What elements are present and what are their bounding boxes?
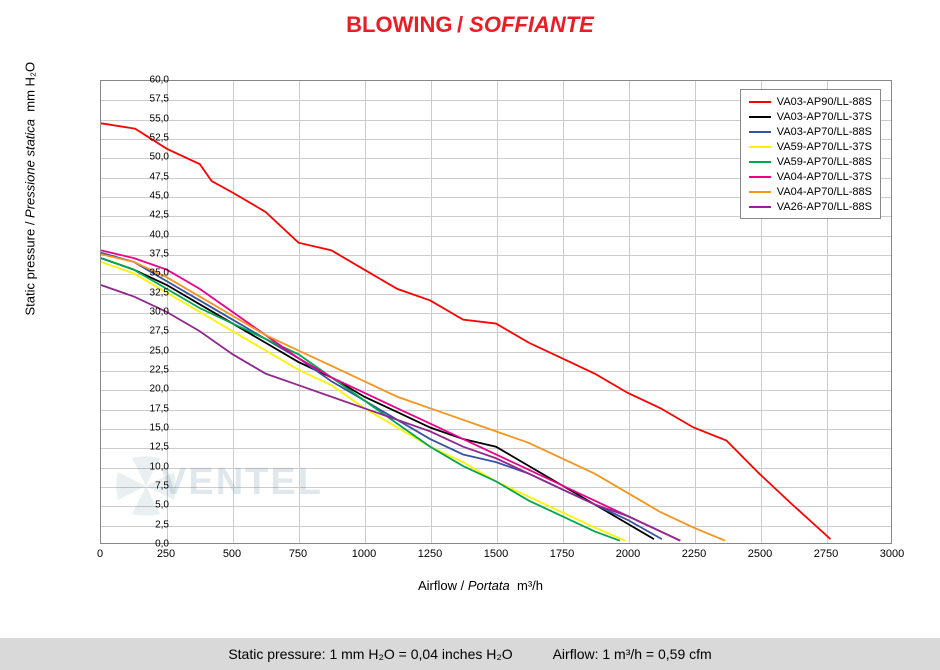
y-tick-label: 42,5 — [129, 210, 169, 221]
legend-item: VA03-AP90/LL-88S — [749, 94, 872, 109]
x-tick-label: 3000 — [872, 548, 912, 560]
y-tick-label: 45,0 — [129, 191, 169, 202]
legend-item: VA26-AP70/LL-88S — [749, 199, 872, 214]
y-tick-label: 60,0 — [129, 75, 169, 86]
y-tick-label: 20,0 — [129, 384, 169, 395]
title-main: BLOWING — [346, 12, 452, 37]
legend-item: VA03-AP70/LL-37S — [749, 109, 872, 124]
y-tick-label: 5,0 — [129, 500, 169, 511]
y-tick-label: 40,0 — [129, 229, 169, 240]
x-tick-label: 750 — [278, 548, 318, 560]
y-tick-label: 57,5 — [129, 94, 169, 105]
x-tick-label: 0 — [80, 548, 120, 560]
x-tick-label: 1250 — [410, 548, 450, 560]
y-tick-label: 12,5 — [129, 442, 169, 453]
legend-swatch — [749, 116, 771, 118]
legend-label: VA03-AP70/LL-37S — [777, 111, 872, 123]
legend-swatch — [749, 146, 771, 148]
legend-label: VA04-AP70/LL-88S — [777, 186, 872, 198]
y-tick-label: 35,0 — [129, 268, 169, 279]
y-tick-label: 27,5 — [129, 326, 169, 337]
plot-region: VENTEL VA03-AP90/LL-88SVA03-AP70/LL-37SV… — [100, 80, 892, 544]
legend-label: VA59-AP70/LL-88S — [777, 156, 872, 168]
x-tick-label: 2750 — [806, 548, 846, 560]
legend-swatch — [749, 206, 771, 208]
legend-swatch — [749, 101, 771, 103]
legend-swatch — [749, 161, 771, 163]
x-tick-label: 2250 — [674, 548, 714, 560]
y-tick-label: 7,5 — [129, 481, 169, 492]
y-tick-label: 10,0 — [129, 461, 169, 472]
x-axis-label: Airflow / Portata m³/h — [48, 578, 913, 593]
y-tick-label: 52,5 — [129, 133, 169, 144]
y-tick-label: 25,0 — [129, 345, 169, 356]
y-tick-label: 30,0 — [129, 307, 169, 318]
legend-item: VA59-AP70/LL-88S — [749, 154, 872, 169]
y-tick-label: 17,5 — [129, 403, 169, 414]
legend-swatch — [749, 176, 771, 178]
legend-label: VA59-AP70/LL-37S — [777, 141, 872, 153]
y-tick-label: 55,0 — [129, 113, 169, 124]
x-tick-label: 1750 — [542, 548, 582, 560]
x-tick-label: 2000 — [608, 548, 648, 560]
legend-swatch — [749, 131, 771, 133]
y-tick-label: 50,0 — [129, 152, 169, 163]
footer-static-pressure: Static pressure: 1 mm H₂O = 0,04 inches … — [228, 638, 512, 670]
series-line — [101, 262, 625, 541]
y-tick-label: 37,5 — [129, 249, 169, 260]
x-tick-label: 250 — [146, 548, 186, 560]
y-tick-label: 32,5 — [129, 287, 169, 298]
y-tick-label: 22,5 — [129, 365, 169, 376]
legend: VA03-AP90/LL-88S VA03-AP70/LL-37S VA03-AP7… — [740, 89, 881, 219]
series-line — [101, 123, 830, 539]
legend-item: VA59-AP70/LL-37S — [749, 139, 872, 154]
legend-label: VA26-AP70/LL-88S — [777, 201, 872, 213]
legend-item: VA04-AP70/LL-37S — [749, 169, 872, 184]
y-tick-label: 0,0 — [129, 539, 169, 550]
y-tick-label: 15,0 — [129, 423, 169, 434]
chart-area: Static pressure / Pressione statica mm H… — [48, 58, 913, 618]
x-tick-label: 2500 — [740, 548, 780, 560]
x-tick-label: 1500 — [476, 548, 516, 560]
legend-label: VA03-AP70/LL-88S — [777, 126, 872, 138]
footer-airflow: Airflow: 1 m³/h = 0,59 cfm — [553, 638, 712, 670]
legend-item: VA03-AP70/LL-88S — [749, 124, 872, 139]
legend-label: VA03-AP90/LL-88S — [777, 96, 872, 108]
series-line — [101, 285, 680, 541]
y-tick-label: 47,5 — [129, 171, 169, 182]
legend-label: VA04-AP70/LL-37S — [777, 171, 872, 183]
chart-title: BLOWING / SOFFIANTE — [0, 0, 940, 46]
title-sub: SOFFIANTE — [469, 12, 594, 37]
legend-swatch — [749, 191, 771, 193]
y-tick-label: 2,5 — [129, 519, 169, 530]
footer-bar: Static pressure: 1 mm H₂O = 0,04 inches … — [0, 638, 940, 670]
y-axis-label: Static pressure / Pressione statica mm H… — [23, 62, 38, 316]
x-tick-label: 1000 — [344, 548, 384, 560]
legend-item: VA04-AP70/LL-88S — [749, 184, 872, 199]
x-tick-label: 500 — [212, 548, 252, 560]
